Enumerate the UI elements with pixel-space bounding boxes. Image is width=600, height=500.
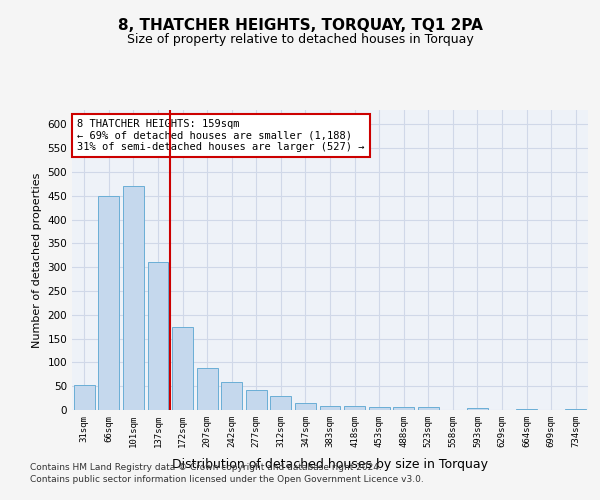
Bar	[565, 408, 586, 410]
Bar	[368, 406, 389, 410]
Bar	[516, 408, 537, 410]
Text: Size of property relative to detached houses in Torquay: Size of property relative to detached ho…	[127, 32, 473, 46]
Bar	[246, 390, 267, 410]
Bar	[320, 406, 340, 410]
Bar	[418, 406, 439, 410]
Bar	[271, 396, 292, 410]
X-axis label: Distribution of detached houses by size in Torquay: Distribution of detached houses by size …	[172, 458, 488, 471]
Bar	[221, 382, 242, 410]
Bar	[344, 406, 365, 410]
Bar	[467, 408, 488, 410]
Text: 8, THATCHER HEIGHTS, TORQUAY, TQ1 2PA: 8, THATCHER HEIGHTS, TORQUAY, TQ1 2PA	[118, 18, 482, 32]
Bar	[123, 186, 144, 410]
Bar	[74, 385, 95, 410]
Text: Contains HM Land Registry data © Crown copyright and database right 2024.: Contains HM Land Registry data © Crown c…	[30, 462, 382, 471]
Text: 8 THATCHER HEIGHTS: 159sqm
← 69% of detached houses are smaller (1,188)
31% of s: 8 THATCHER HEIGHTS: 159sqm ← 69% of deta…	[77, 119, 365, 152]
Bar	[148, 262, 169, 410]
Bar	[393, 407, 414, 410]
Bar	[172, 326, 193, 410]
Bar	[197, 368, 218, 410]
Y-axis label: Number of detached properties: Number of detached properties	[32, 172, 42, 348]
Bar	[295, 404, 316, 410]
Bar	[98, 196, 119, 410]
Text: Contains public sector information licensed under the Open Government Licence v3: Contains public sector information licen…	[30, 475, 424, 484]
